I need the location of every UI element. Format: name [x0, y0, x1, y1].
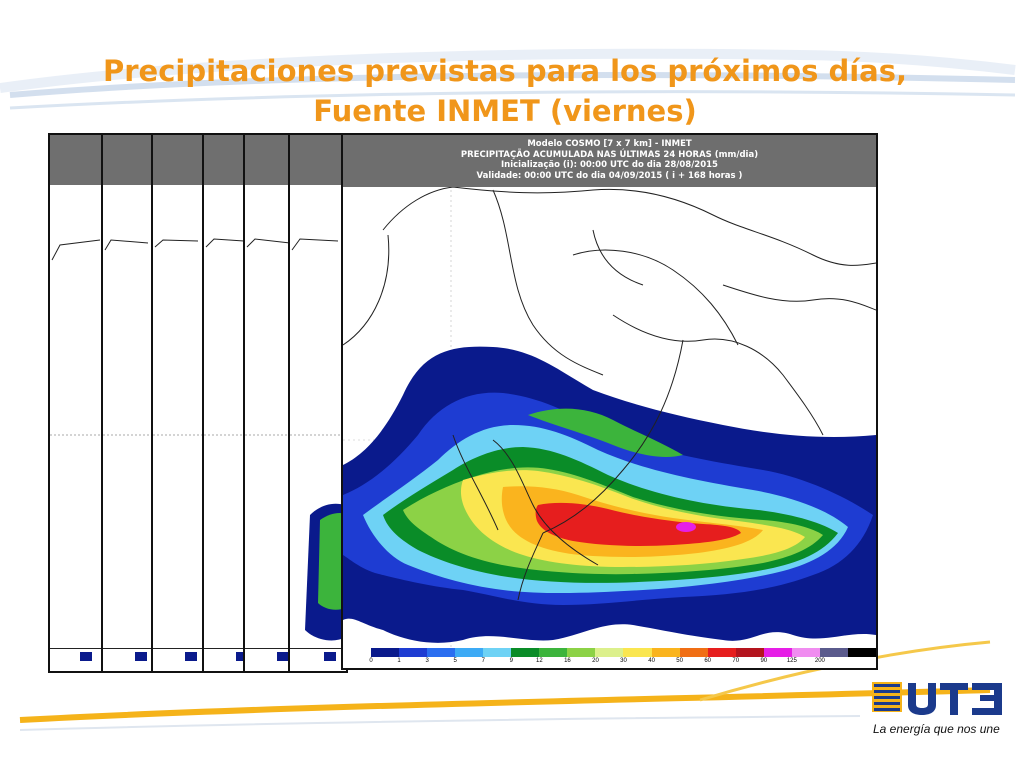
logo-tagline: La energía que nos une — [873, 722, 1000, 736]
map-thumbnail — [243, 133, 295, 673]
map-thumbnail — [151, 133, 209, 673]
colorbar-swatch — [623, 648, 652, 657]
colorbar-label: 125 — [786, 658, 797, 664]
map-header-line-4: Validade: 00:00 UTC do dia 04/09/2015 ( … — [476, 170, 743, 181]
colorbar-label: 40 — [648, 658, 655, 664]
colorbar-swatch — [427, 648, 456, 657]
colorbar-label: 16 — [564, 658, 571, 664]
colorbar-swatch — [819, 648, 848, 657]
colorbar-swatch — [511, 648, 540, 657]
colorbar-swatch — [791, 648, 820, 657]
colorbar-label: 9 — [509, 658, 513, 664]
title-line-2: Fuente INMET (viernes) — [313, 94, 697, 129]
colorbar-swatch — [455, 648, 484, 657]
colorbar-swatch — [847, 648, 876, 657]
map-canvas — [343, 135, 876, 668]
colorbar-label: 200 — [814, 658, 825, 664]
colorbar-label: 60 — [704, 658, 712, 664]
precipitation-map: Modelo COSMO [7 x 7 km] - INMET PRECIPIT… — [341, 133, 878, 670]
colorbar-swatch — [567, 648, 596, 657]
colorbar-label: 0 — [369, 658, 373, 664]
colorbar-swatch — [399, 648, 428, 657]
colorbar-label: 20 — [592, 658, 599, 664]
colorbar-label: 50 — [676, 658, 683, 664]
map-header-line-3: Inicialização (i): 00:00 UTC do dia 28/0… — [501, 160, 718, 170]
colorbar-label: 12 — [536, 658, 543, 664]
colorbar-label: 70 — [732, 658, 740, 664]
colorbar-label: 3 — [425, 658, 429, 664]
colorbar-swatch — [651, 648, 680, 657]
title-line-1: Precipitaciones previstas para los próxi… — [102, 54, 908, 89]
colorbar-label: 1 — [397, 658, 401, 664]
map-header-line-1: Modelo COSMO [7 x 7 km] - INMET — [527, 139, 692, 149]
colorbar-swatch — [371, 648, 400, 657]
colorbar-swatch — [483, 648, 512, 657]
colorbar-label: 90 — [760, 658, 768, 664]
colorbar-label: 30 — [620, 658, 627, 664]
colorbar-swatch — [707, 648, 736, 657]
colorbar-label: 5 — [453, 658, 457, 664]
colorbar-swatch — [763, 648, 792, 657]
ute-logo — [872, 682, 1002, 715]
slide-title: Precipitaciones previstas para los próxi… — [0, 51, 1010, 131]
map-thumbnail — [48, 133, 108, 673]
map-thumbnail — [101, 133, 157, 673]
map-thumbnail — [288, 133, 348, 673]
map-colorbar: 0 1 3 5 7 9 12 16 20 30 40 50 60 70 90 125 200 — [343, 648, 876, 668]
map-header: Modelo COSMO [7 x 7 km] - INMET PRECIPIT… — [343, 135, 876, 187]
colorbar-swatch — [539, 648, 568, 657]
colorbar-swatch — [595, 648, 624, 657]
colorbar-swatch — [679, 648, 708, 657]
colorbar-swatch — [735, 648, 764, 657]
colorbar-swatch — [343, 648, 372, 657]
colorbar-label: 7 — [481, 658, 485, 664]
map-header-line-2: PRECIPITAÇÃO ACUMULADA NAS ÚLTIMAS 24 HO… — [460, 149, 759, 160]
